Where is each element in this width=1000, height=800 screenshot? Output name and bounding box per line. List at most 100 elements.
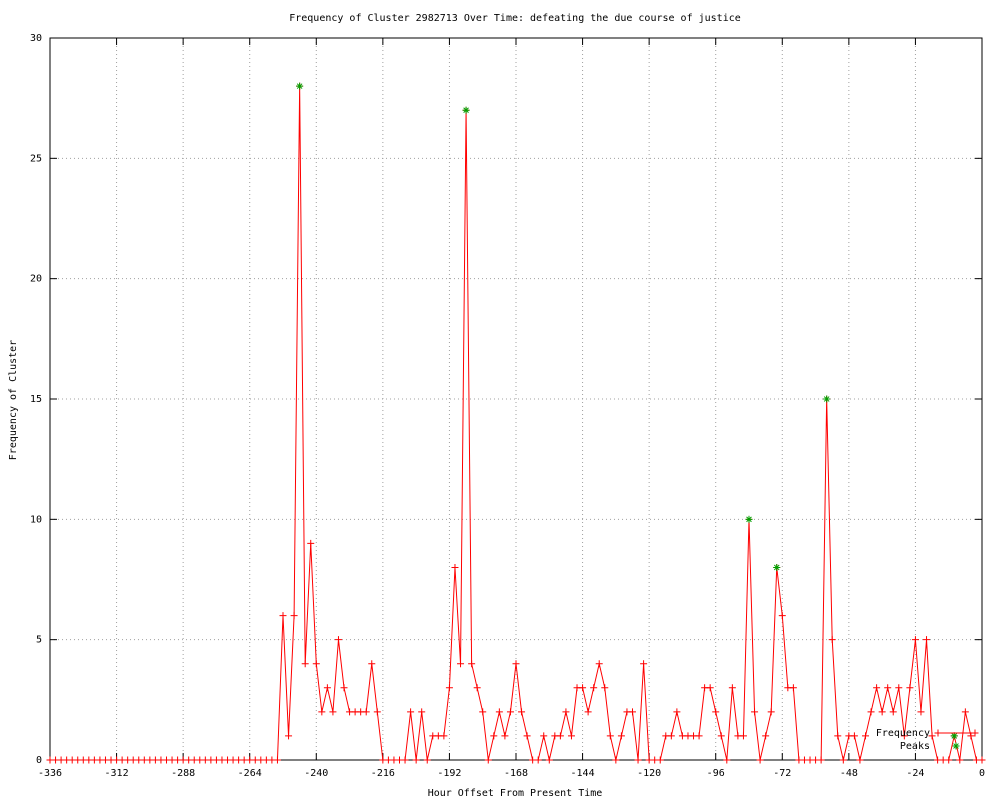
point-marker: [884, 684, 892, 692]
point-marker: [318, 708, 326, 716]
point-marker: [506, 708, 514, 716]
point-marker: [723, 756, 731, 764]
point-marker: [457, 660, 465, 668]
point-marker: [817, 756, 825, 764]
point-marker: [534, 756, 542, 764]
point-marker: [512, 660, 520, 668]
point-marker: [307, 539, 315, 547]
point-marker: [440, 732, 448, 740]
point-marker: [490, 732, 498, 740]
point-marker: [640, 660, 648, 668]
point-marker: [695, 732, 703, 740]
point-marker: [945, 756, 953, 764]
point-marker: [445, 684, 453, 692]
point-marker: [590, 684, 598, 692]
point-marker: [756, 756, 764, 764]
point-marker: [484, 756, 492, 764]
point-marker: [850, 732, 858, 740]
point-marker: [673, 708, 681, 716]
y-tick-label: 10: [30, 514, 42, 525]
point-marker: [523, 732, 531, 740]
point-marker: [473, 684, 481, 692]
x-tick-label: -288: [171, 768, 195, 779]
x-tick-label: -144: [571, 768, 595, 779]
point-marker: [617, 732, 625, 740]
point-marker: [906, 684, 914, 692]
x-tick-label: -240: [304, 768, 328, 779]
point-marker: [462, 106, 470, 114]
point-marker: [401, 756, 409, 764]
x-tick-label: -168: [504, 768, 528, 779]
point-marker: [579, 684, 587, 692]
point-marker: [728, 684, 736, 692]
plot-border: [49, 37, 983, 761]
point-marker: [629, 708, 636, 716]
point-marker: [423, 756, 431, 764]
point-marker: [312, 660, 320, 668]
point-marker: [717, 732, 725, 740]
point-marker: [900, 732, 908, 740]
legend-swatch: [934, 729, 979, 737]
x-tick-label: -336: [38, 768, 62, 779]
point-marker: [329, 708, 337, 716]
point-marker: [418, 708, 426, 716]
chart-title: Frequency of Cluster 2982713 Over Time: …: [289, 13, 741, 24]
point-marker: [290, 612, 298, 620]
x-tick-label: -312: [105, 768, 129, 779]
y-tick-label: 20: [30, 274, 42, 285]
x-tick-label: -96: [707, 768, 725, 779]
point-marker: [828, 636, 836, 644]
point-marker: [712, 708, 720, 716]
point-marker: [612, 756, 620, 764]
point-marker: [301, 660, 309, 668]
point-marker: [323, 684, 331, 692]
y-tick-label: 25: [30, 153, 42, 164]
y-tick-label: 15: [30, 394, 42, 405]
point-marker: [373, 708, 381, 716]
point-marker: [961, 708, 969, 716]
point-marker: [479, 708, 487, 716]
point-marker: [368, 660, 376, 668]
point-marker: [285, 732, 293, 740]
point-marker: [706, 684, 714, 692]
point-marker: [340, 684, 348, 692]
point-marker: [584, 708, 592, 716]
point-marker: [856, 756, 864, 764]
point-marker: [407, 708, 415, 716]
x-tick-label: -264: [238, 768, 262, 779]
y-tick-label: 0: [36, 755, 42, 766]
point-marker: [296, 82, 304, 90]
point-marker: [778, 612, 786, 620]
point-marker: [867, 708, 875, 716]
point-marker: [518, 708, 526, 716]
point-marker: [562, 708, 570, 716]
point-marker: [601, 684, 609, 692]
point-marker: [745, 515, 753, 523]
point-marker: [967, 732, 975, 740]
x-tick-label: -48: [840, 768, 858, 779]
legend-label: Frequency: [876, 728, 930, 739]
legend-label: Peaks: [900, 741, 930, 752]
point-marker: [956, 756, 964, 764]
point-marker: [334, 636, 342, 644]
point-marker: [917, 708, 925, 716]
y-axis-label: Frequency of Cluster: [8, 340, 19, 460]
x-tick-label: -24: [906, 768, 924, 779]
x-axis-label: Hour Offset From Present Time: [428, 788, 603, 799]
point-marker: [862, 732, 869, 740]
point-marker: [834, 732, 842, 740]
point-marker: [634, 756, 642, 764]
point-marker: [739, 732, 747, 740]
point-marker: [789, 684, 797, 692]
point-marker: [451, 563, 459, 571]
point-marker: [667, 732, 675, 740]
point-marker: [773, 563, 781, 571]
x-tick-label: -120: [637, 768, 661, 779]
point-marker: [556, 732, 564, 740]
point-marker: [767, 708, 775, 716]
point-marker: [923, 636, 931, 644]
point-marker: [606, 732, 614, 740]
y-tick-label: 30: [30, 33, 42, 44]
